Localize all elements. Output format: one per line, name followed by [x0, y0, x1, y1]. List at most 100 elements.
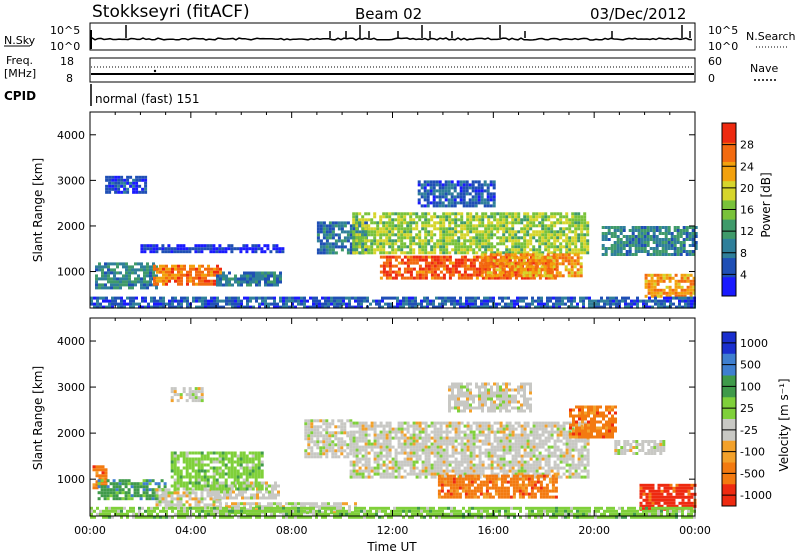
heatmap-cell: [517, 239, 520, 242]
heatmap-cell: [123, 300, 126, 303]
heatmap-cell: [632, 241, 635, 244]
heatmap-cell: [538, 215, 541, 218]
heatmap-cell: [498, 303, 501, 306]
heatmap-cell: [580, 218, 583, 221]
heatmap-cell: [216, 461, 219, 464]
heatmap-cell: [362, 431, 365, 434]
heatmap-cell: [266, 244, 269, 247]
heatmap-cell: [168, 280, 171, 283]
heatmap-cell: [235, 494, 238, 497]
heatmap-cell: [322, 449, 325, 452]
heatmap-cell: [466, 180, 469, 183]
heatmap-cell: [677, 229, 680, 232]
heatmap-cell: [338, 239, 341, 242]
heatmap-cell: [356, 476, 359, 479]
heatmap-cell: [350, 476, 353, 479]
heatmap-cell: [425, 458, 428, 461]
heatmap-cell: [95, 283, 98, 286]
heatmap-cell: [146, 286, 149, 289]
heatmap-cell: [553, 248, 556, 251]
heatmap-cell: [395, 434, 398, 437]
heatmap-cell: [404, 277, 407, 280]
heatmap-cell: [365, 425, 368, 428]
heatmap-cell: [213, 470, 216, 473]
heatmap-cell: [429, 303, 432, 306]
heatmap-cell: [270, 281, 273, 284]
heatmap-cell: [520, 236, 523, 239]
heatmap-cell: [216, 297, 219, 300]
heatmap-cell: [312, 303, 315, 306]
heatmap-cell: [437, 458, 440, 461]
heatmap-cell: [373, 248, 376, 251]
heatmap-cell: [470, 268, 473, 271]
heatmap-cell: [409, 233, 412, 236]
heatmap-cell: [464, 259, 467, 262]
heatmap-cell: [149, 283, 152, 286]
heatmap-cell: [162, 303, 165, 306]
heatmap-cell: [325, 440, 328, 443]
heatmap-cell: [486, 303, 489, 306]
heatmap-cell: [235, 497, 238, 500]
heatmap-cell: [550, 221, 553, 224]
heatmap-cell: [137, 482, 140, 485]
heatmap-cell: [472, 201, 475, 204]
heatmap-cell: [508, 221, 511, 224]
heatmap-cell: [337, 431, 340, 434]
heatmap-cell: [246, 303, 249, 306]
heatmap-cell: [368, 467, 371, 470]
heatmap-cell: [116, 491, 119, 494]
heatmap-cell: [389, 467, 392, 470]
heatmap-cell: [216, 500, 219, 503]
heatmap-cell: [466, 224, 469, 227]
heatmap-cell: [445, 251, 448, 254]
heatmap-cell: [189, 494, 192, 497]
heatmap-cell: [461, 274, 464, 277]
heatmap-cell: [119, 497, 122, 500]
heatmap-cell: [665, 232, 668, 235]
heatmap-cell: [653, 247, 656, 250]
heatmap-cell: [204, 482, 207, 485]
heatmap-cell: [398, 443, 401, 446]
heatmap-cell: [107, 280, 110, 283]
heatmap-cell: [359, 461, 362, 464]
heatmap-cell: [354, 300, 357, 303]
heatmap-cell: [258, 452, 261, 455]
heatmap-cell: [472, 227, 475, 230]
heatmap-cell: [550, 227, 553, 230]
heatmap-cell: [374, 455, 377, 458]
heatmap-cell: [371, 449, 374, 452]
heatmap-cell: [538, 242, 541, 245]
heatmap-cell: [336, 303, 339, 306]
heatmap-cell: [110, 262, 113, 265]
heatmap-cell: [478, 201, 481, 204]
heatmap-cell: [580, 271, 583, 274]
heatmap-cell: [120, 303, 123, 306]
heatmap-cell: [519, 300, 522, 303]
heatmap-cell: [496, 212, 499, 215]
heatmap-cell: [348, 303, 351, 306]
heatmap-cell: [476, 256, 479, 259]
heatmap-cell: [117, 297, 120, 300]
heatmap-cell: [385, 215, 388, 218]
heatmap-cell: [165, 274, 168, 277]
heatmap-cell: [458, 422, 461, 425]
heatmap-cell: [461, 431, 464, 434]
heatmap-cell: [192, 458, 195, 461]
heatmap-cell: [451, 198, 454, 201]
heatmap-cell: [384, 297, 387, 300]
heatmap-cell: [394, 239, 397, 242]
heatmap-cell: [431, 259, 434, 262]
heatmap-cell: [356, 440, 359, 443]
heatmap-cell: [404, 271, 407, 274]
heatmap-cell: [461, 455, 464, 458]
heatmap-cell: [529, 248, 532, 251]
heatmap-cell: [267, 272, 270, 275]
heatmap-cell: [431, 470, 434, 473]
heatmap-cell: [120, 176, 123, 179]
heatmap-cell: [332, 236, 335, 239]
heatmap-cell: [433, 221, 436, 224]
heatmap-cell: [174, 455, 177, 458]
heatmap-cell: [517, 256, 520, 259]
heatmap-cell: [398, 428, 401, 431]
heatmap-cell: [433, 215, 436, 218]
